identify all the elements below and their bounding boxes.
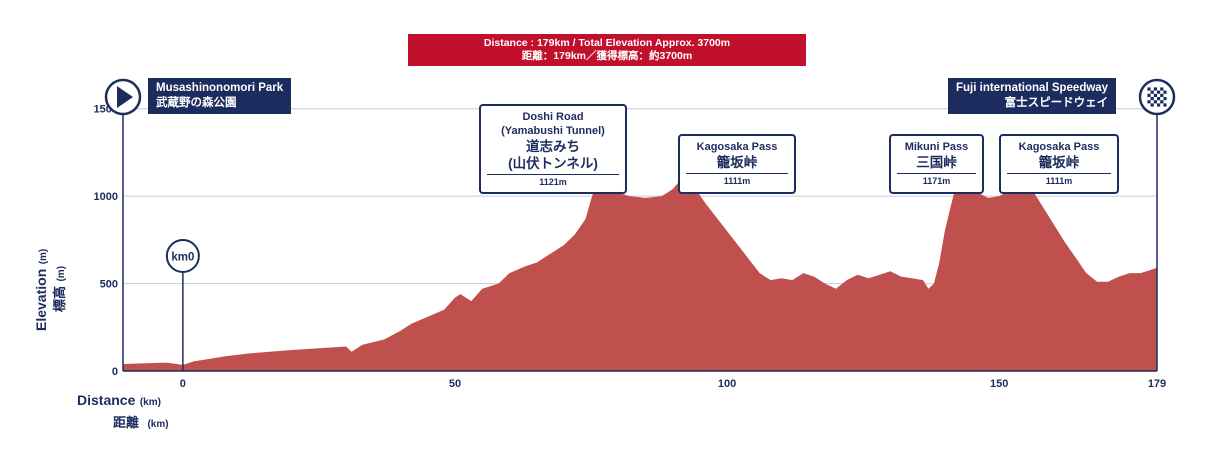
peak-label-doshi-road: Doshi Road (Yamabushi Tunnel) 道志みち (山伏トン…: [479, 104, 627, 194]
elevation-profile-area: [123, 166, 1157, 371]
checker-square: [1160, 93, 1164, 97]
y-axis-unit-jp: (m): [56, 265, 67, 282]
peak-name-en: Kagosaka Pass: [696, 141, 778, 153]
x-tick-label: 50: [449, 378, 461, 390]
km0-label: km0: [171, 252, 194, 264]
peak-elevation: 1171m: [922, 176, 951, 186]
finish-name-en: Fuji international Speedway: [956, 82, 1109, 94]
checker-square: [1163, 90, 1167, 94]
checker-square: [1153, 100, 1157, 104]
checker-square: [1147, 87, 1151, 91]
finish-label: Fuji international Speedway 富士スピードウェイ: [948, 78, 1117, 114]
peak-name-en: Mikuni Pass: [904, 141, 969, 153]
checker-square: [1163, 103, 1167, 107]
start-label: Musashinonomori Park 武蔵野の森公園: [148, 78, 292, 114]
peak-elevation: 1111m: [1045, 176, 1073, 186]
route-summary-banner: Distance : 179km / Total Elevation Appro…: [408, 34, 806, 66]
start-name-en: Musashinonomori Park: [156, 82, 284, 94]
checker-square: [1153, 93, 1157, 97]
peak-name-jp: 籠坂峠: [1038, 155, 1080, 170]
summary-line-jp: 距離：179km／獲得標高：約3700m: [521, 50, 693, 62]
divider: [487, 174, 619, 175]
x-tick-labels: 0 50 100 150 179: [180, 378, 1166, 390]
peak-elevation: 1111m: [723, 176, 751, 186]
peak-label-kagosaka-pass-2: Kagosaka Pass 籠坂峠 1111m: [999, 134, 1119, 194]
peak-label-kagosaka-pass-1: Kagosaka Pass 籠坂峠 1111m: [678, 134, 796, 194]
checker-square: [1147, 100, 1151, 104]
x-axis-unit: (km): [139, 397, 161, 408]
x-axis-unit-jp: (km): [147, 419, 169, 430]
y-axis-unit: (m): [38, 248, 49, 265]
checker-square: [1157, 103, 1161, 107]
checker-square: [1153, 87, 1157, 91]
x-axis-title-en: Distance (km): [77, 392, 161, 410]
x-tick-label: 179: [1148, 378, 1166, 390]
play-icon: [104, 78, 142, 116]
checker-square: [1160, 100, 1164, 104]
play-icon-triangle: [117, 86, 133, 108]
divider: [686, 173, 788, 174]
y-tick-label: 0: [112, 366, 118, 378]
divider: [897, 173, 976, 174]
peak-name-en-sub: (Yamabushi Tunnel): [501, 125, 605, 137]
x-axis-title-jp: 距離 (km): [113, 412, 169, 432]
checker-square: [1150, 103, 1154, 107]
checkered-flag-icon: [1138, 78, 1176, 116]
y-axis-label-jp: 標高: [52, 285, 67, 312]
peak-name-en: Doshi Road: [522, 111, 584, 123]
finish-name-jp: 富士スピードウェイ: [1004, 97, 1109, 109]
leader-lines: km0: [104, 78, 1176, 371]
y-axis-label-en: Elevation: [33, 268, 49, 331]
x-tick-label: 0: [180, 378, 186, 390]
summary-line-en: Distance : 179km / Total Elevation Appro…: [483, 37, 731, 49]
checker-square: [1157, 90, 1161, 94]
checker-square: [1163, 97, 1167, 101]
checker-square: [1150, 97, 1154, 101]
peak-name-jp: 籠坂峠: [716, 155, 758, 170]
peak-name-jp: 道志みち: [526, 139, 580, 154]
x-axis-label-en: Distance: [77, 392, 136, 408]
peak-name-jp-sub: (山伏トンネル): [508, 156, 598, 171]
km0-marker: [165, 239, 200, 273]
divider: [1007, 173, 1111, 174]
x-axis-label-jp: 距離: [113, 415, 140, 430]
y-tick-label: 500: [100, 279, 118, 291]
checker-square: [1150, 90, 1154, 94]
checker-square: [1160, 87, 1164, 91]
checker-square: [1147, 93, 1151, 97]
x-tick-label: 100: [718, 378, 736, 390]
peak-name-jp: 三国峠: [916, 155, 957, 170]
peak-name-en: Kagosaka Pass: [1018, 141, 1100, 153]
y-axis-title: Elevation (m) 標高 (m): [33, 249, 67, 440]
y-tick-label: 1000: [94, 191, 118, 203]
x-tick-label: 150: [990, 378, 1008, 390]
peak-label-mikuni-pass: Mikuni Pass 三国峠 1171m: [889, 134, 984, 194]
peak-elevation: 1121m: [539, 177, 567, 187]
start-name-jp: 武蔵野の森公園: [156, 97, 237, 109]
checker-square: [1157, 97, 1161, 101]
